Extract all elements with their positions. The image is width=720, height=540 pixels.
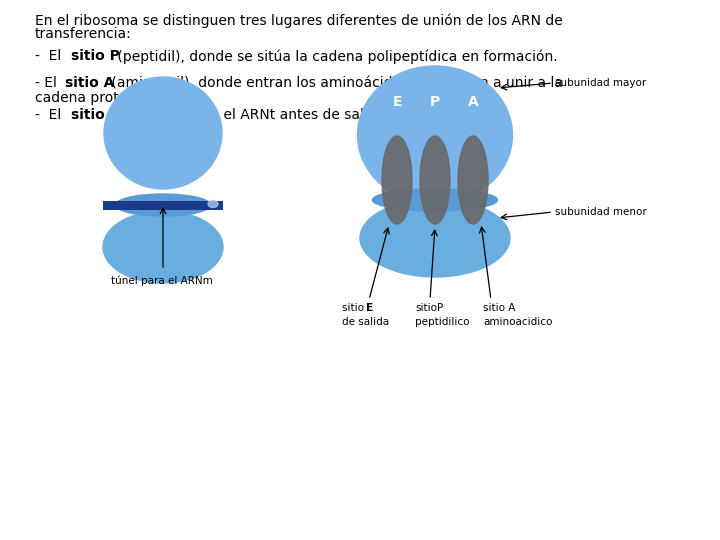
Text: En el ribosoma se distinguen tres lugares diferentes de unión de los ARN de: En el ribosoma se distinguen tres lugare… bbox=[35, 13, 563, 28]
Text: donde se sitúa el ARNt antes de salir del ribosoma.: donde se sitúa el ARNt antes de salir de… bbox=[113, 108, 472, 122]
Ellipse shape bbox=[360, 199, 510, 277]
Ellipse shape bbox=[372, 189, 498, 211]
Text: sitio P: sitio P bbox=[71, 49, 120, 63]
Text: (aminoacil), donde entran los aminoácidos que se van a unir a la: (aminoacil), donde entran los aminoácido… bbox=[107, 76, 563, 91]
Text: (peptidil), donde se sitúa la cadena polipeptídica en formación.: (peptidil), donde se sitúa la cadena pol… bbox=[113, 49, 557, 64]
FancyBboxPatch shape bbox=[103, 201, 223, 210]
Text: subunidad menor: subunidad menor bbox=[555, 207, 647, 217]
Ellipse shape bbox=[208, 200, 218, 207]
Text: sitioP: sitioP bbox=[415, 303, 444, 313]
Text: -  El: - El bbox=[35, 49, 66, 63]
Text: sitio E: sitio E bbox=[71, 108, 119, 122]
Ellipse shape bbox=[382, 136, 412, 224]
Ellipse shape bbox=[420, 136, 450, 224]
Ellipse shape bbox=[103, 211, 223, 283]
Text: P: P bbox=[430, 95, 440, 109]
Text: de salida: de salida bbox=[342, 317, 389, 327]
Text: aminoacidico: aminoacidico bbox=[483, 317, 552, 327]
Text: - El: - El bbox=[35, 76, 61, 90]
Text: sitio A: sitio A bbox=[65, 76, 114, 90]
Text: túnel para el ARNm: túnel para el ARNm bbox=[111, 275, 212, 286]
Text: E: E bbox=[366, 303, 373, 313]
Text: sitio: sitio bbox=[342, 303, 367, 313]
Text: peptidilico: peptidilico bbox=[415, 317, 469, 327]
Text: transferencia:: transferencia: bbox=[35, 27, 132, 41]
Text: cadena proteica.: cadena proteica. bbox=[35, 91, 152, 105]
Text: A: A bbox=[467, 95, 478, 109]
Ellipse shape bbox=[458, 136, 488, 224]
Text: subunidad mayor: subunidad mayor bbox=[555, 78, 647, 88]
Ellipse shape bbox=[358, 66, 513, 204]
Text: -  El: - El bbox=[35, 108, 66, 122]
Ellipse shape bbox=[115, 194, 210, 216]
Text: sitio A: sitio A bbox=[483, 303, 516, 313]
Text: E: E bbox=[392, 95, 402, 109]
Ellipse shape bbox=[104, 77, 222, 189]
